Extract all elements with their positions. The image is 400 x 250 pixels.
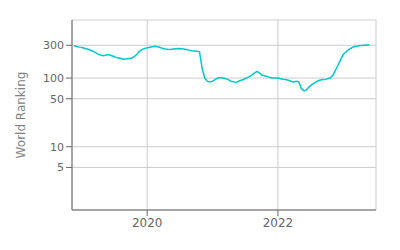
svg-text:10: 10 [50,141,64,154]
svg-text:2020: 2020 [132,216,163,230]
svg-text:World Ranking: World Ranking [14,72,28,159]
svg-text:2022: 2022 [263,216,294,230]
svg-text:100: 100 [43,72,64,85]
svg-text:300: 300 [43,39,64,52]
svg-text:5: 5 [57,161,64,174]
svg-text:50: 50 [50,93,64,106]
